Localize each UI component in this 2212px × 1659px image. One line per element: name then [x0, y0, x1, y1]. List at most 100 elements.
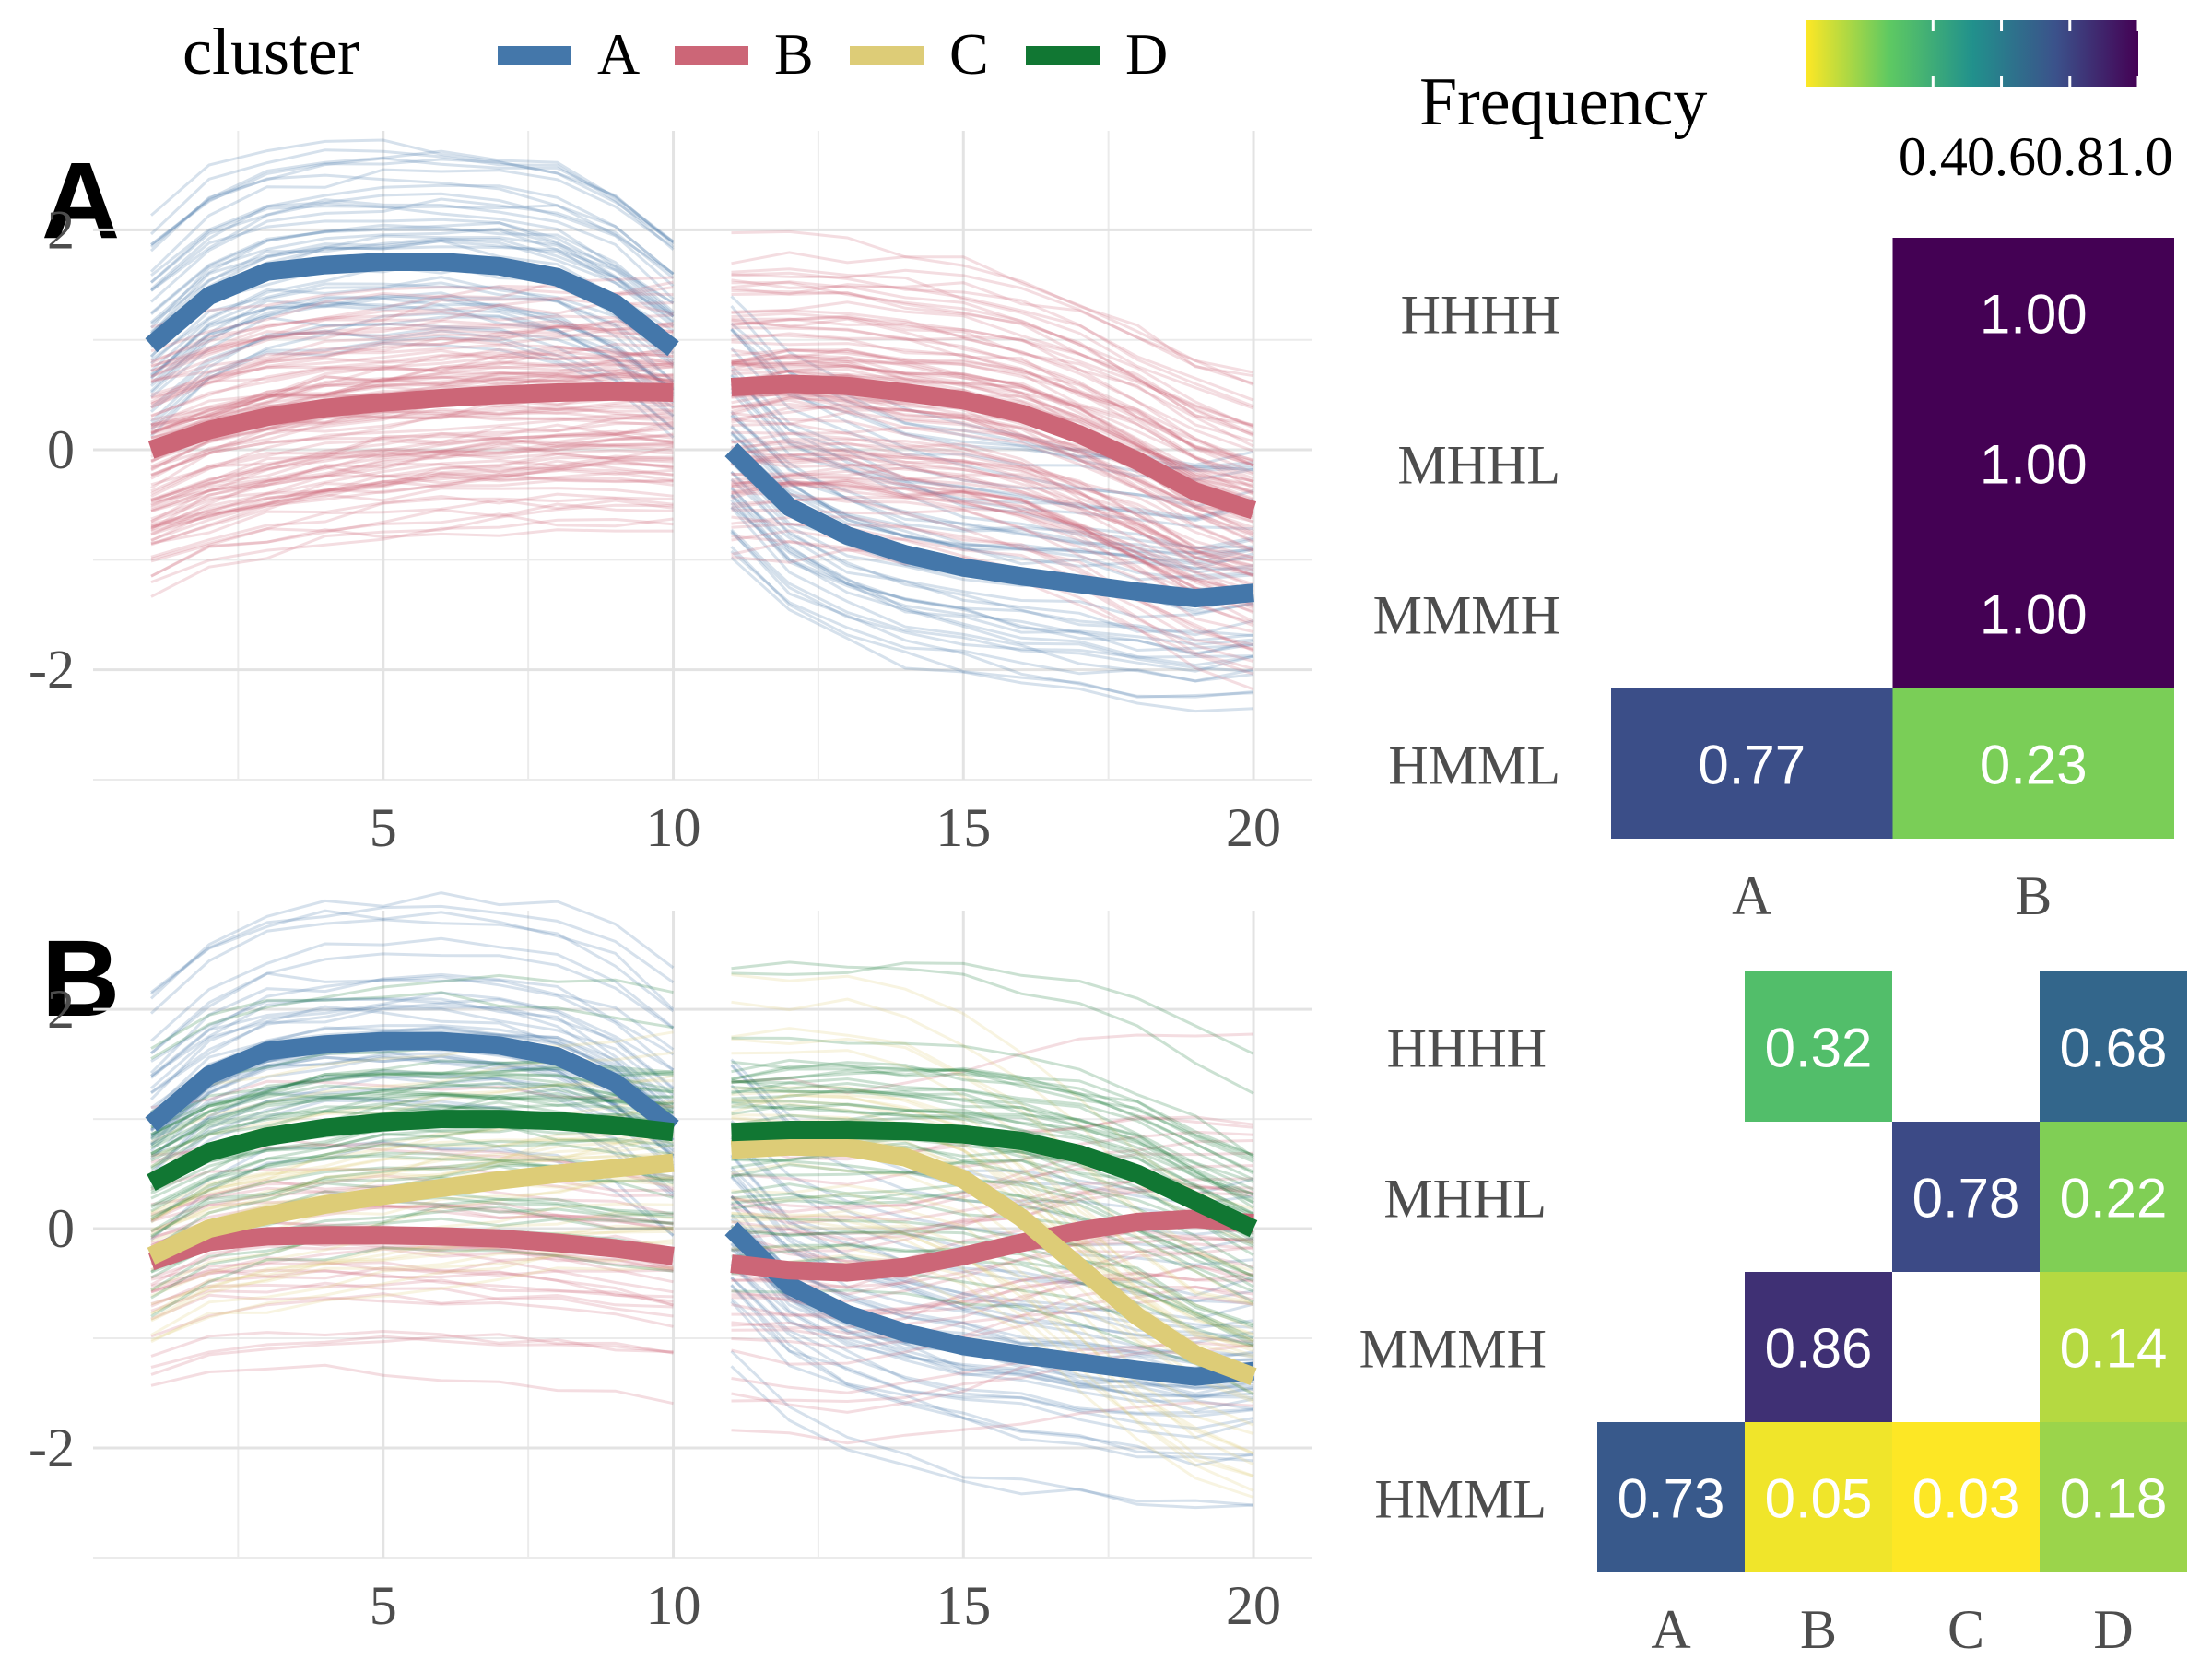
trajectory-b [731, 454, 1254, 615]
trajectory-a [150, 1007, 675, 1097]
trajectory-a [730, 1166, 1254, 1297]
trajectory-d [150, 1246, 674, 1318]
trajectory-b [150, 1333, 674, 1376]
trajectory-a [150, 297, 675, 394]
trajectory-d [731, 1077, 1254, 1183]
trajectory-b [150, 441, 674, 501]
series-line-c [730, 1136, 1257, 1386]
trajectory-c [150, 1224, 674, 1323]
trajectory-a [730, 1175, 1254, 1329]
trajectory-c [150, 1154, 674, 1236]
trajectory-c [731, 1098, 1254, 1342]
trajectory-a [730, 494, 1254, 667]
trajectory-b [150, 1281, 674, 1318]
trajectory-b [150, 424, 674, 524]
trajectory-d [731, 1101, 1254, 1196]
heatmap-cell [1892, 1422, 2040, 1572]
trajectory-a [730, 1298, 1254, 1457]
heatmap-cell-label: 1.00 [1980, 584, 2088, 646]
trajectory-d [731, 1170, 1254, 1277]
trajectory-b [150, 347, 674, 396]
trajectory-a [730, 493, 1254, 618]
trajectory-d [150, 1071, 674, 1129]
trajectory-b [731, 251, 1254, 378]
trajectory-c [150, 1211, 674, 1315]
trajectory-d [731, 1085, 1254, 1201]
trajectory-a [150, 329, 675, 430]
trajectory-a [730, 328, 1254, 502]
trajectory-b [150, 462, 674, 529]
trajectory-b [731, 478, 1254, 623]
trajectory-a [730, 1242, 1254, 1399]
heatmap-row-label: HMML [1388, 735, 1560, 796]
trajectory-b [731, 1285, 1254, 1366]
trajectory-b [731, 357, 1254, 495]
trajectory-b [150, 346, 674, 426]
trajectory-b [731, 422, 1254, 577]
trajectory-a [730, 431, 1254, 574]
trajectory-a [730, 1195, 1254, 1321]
trajectory-b [731, 281, 1254, 427]
legend-label-d: D [1125, 21, 1168, 87]
trajectory-a [150, 1075, 675, 1159]
trajectory-b [150, 420, 674, 495]
trajectory-b [150, 364, 674, 441]
trajectory-b [150, 437, 674, 531]
trajectory-d [150, 1088, 674, 1150]
y-tick-label: 0 [47, 419, 75, 480]
trajectory-b [150, 517, 674, 584]
trajectory-c [731, 1099, 1254, 1353]
trajectory-d [731, 1058, 1254, 1173]
trajectory-d [731, 1255, 1254, 1348]
panel-tag-a: A [41, 140, 120, 262]
trajectory-b [731, 406, 1254, 513]
trajectory-b [731, 347, 1254, 484]
x-tick-label: 20 [1226, 797, 1281, 858]
trajectory-a [730, 506, 1254, 683]
trajectory-d [150, 973, 674, 1060]
trajectory-d [150, 1074, 674, 1147]
trajectory-b [731, 1401, 1254, 1445]
trajectory-a [730, 1241, 1254, 1398]
panel-tag-b: B [41, 918, 120, 1040]
trajectory-b [731, 315, 1254, 448]
trajectory-b [150, 297, 674, 383]
trajectory-a [730, 369, 1254, 551]
trajectory-a [149, 312, 675, 423]
trajectory-b [150, 1335, 674, 1369]
trajectory-b [150, 1259, 674, 1308]
trajectory-b [731, 1164, 1254, 1211]
trajectory-d [731, 1158, 1254, 1278]
trajectory-a [150, 228, 675, 318]
series-line-b [147, 382, 674, 459]
heatmap-cell [1745, 1422, 1892, 1572]
trajectory-b [150, 1203, 674, 1241]
trajectory-a [150, 315, 675, 409]
heatmap-row-label: MMMH [1359, 1319, 1547, 1380]
trajectory-b [731, 267, 1254, 410]
trajectory-a [730, 382, 1254, 559]
heatmap-col-label: D [2093, 1599, 2133, 1659]
colorbar: Frequency 0.4 0.6 0.8 1.0 [1419, 20, 2173, 187]
trajectory-b [150, 347, 674, 399]
trajectory-a [150, 971, 675, 1072]
trajectory-c [731, 1161, 1254, 1402]
trajectory-a [730, 501, 1254, 653]
trajectory-b [150, 349, 674, 418]
heatmap-cell-label: 0.03 [1912, 1468, 2020, 1530]
trajectory-a [150, 239, 675, 333]
trajectory-a [149, 157, 675, 253]
trajectory-a [150, 192, 675, 290]
trajectory-b [150, 432, 674, 512]
trajectory-b [150, 324, 674, 404]
trajectory-b [731, 1264, 1254, 1318]
trajectory-d [731, 1078, 1254, 1182]
trajectory-c [731, 1049, 1254, 1307]
trajectory-b [150, 1293, 674, 1328]
heatmap-col-label: C [1947, 1599, 1984, 1659]
heatmap-cell-label: 1.00 [1980, 434, 2088, 496]
trajectory-a [730, 1276, 1254, 1415]
trajectory-a [150, 198, 675, 300]
trajectory-d [731, 1036, 1254, 1159]
trajectory-b [150, 311, 674, 365]
